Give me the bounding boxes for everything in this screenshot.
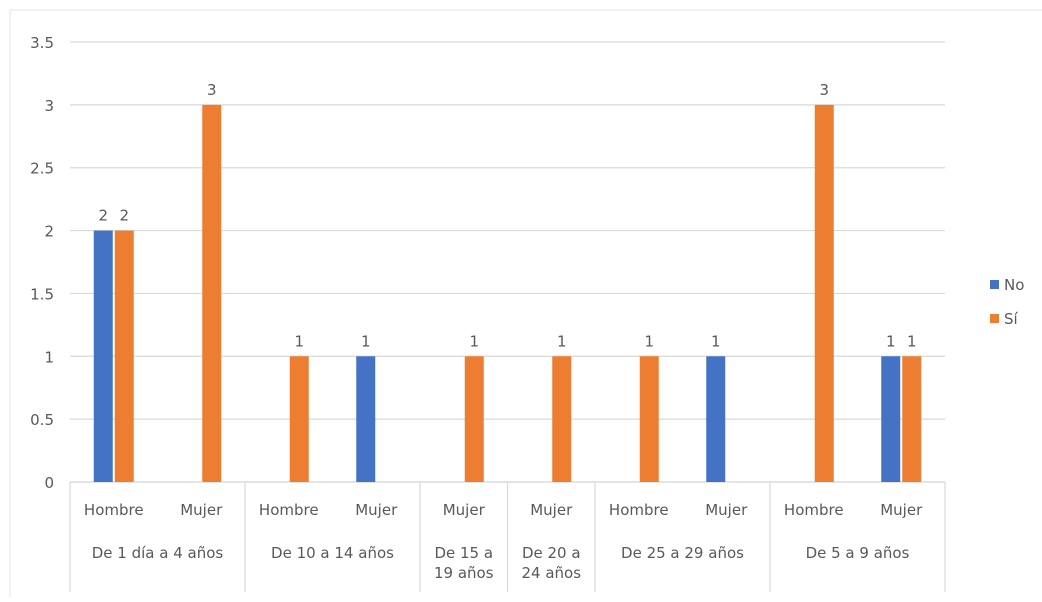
category-label: Mujer — [530, 501, 573, 519]
data-label: 1 — [886, 332, 896, 350]
category-label: Mujer — [443, 501, 486, 519]
data-label: 1 — [907, 332, 917, 350]
category-label: Hombre — [259, 501, 319, 519]
y-tick-label: 1.5 — [30, 285, 54, 303]
data-label: 1 — [644, 332, 654, 350]
y-tick-label: 1 — [44, 348, 54, 366]
y-tick-label: 0 — [44, 474, 54, 492]
data-label: 1 — [294, 332, 304, 350]
bar-si — [202, 104, 222, 482]
bar-si — [464, 356, 484, 482]
data-label: 2 — [119, 207, 129, 225]
legend-swatch-si — [990, 314, 999, 323]
bar-si — [639, 356, 659, 482]
category-label: Mujer — [705, 501, 748, 519]
group-label: De 5 a 9 años — [806, 544, 910, 562]
bar-no — [93, 230, 113, 482]
data-label: 1 — [361, 332, 371, 350]
data-label: 1 — [557, 332, 567, 350]
group-label: De 25 a 29 años — [621, 544, 744, 562]
group-label: De 15 a 19 años — [434, 544, 494, 582]
bar-si — [552, 356, 572, 482]
group-label: De 1 día a 4 años — [92, 544, 224, 562]
category-label: Hombre — [84, 501, 144, 519]
legend-label-si: Sí — [1004, 310, 1019, 328]
bar-si — [114, 230, 134, 482]
y-tick-label: 3 — [44, 97, 54, 115]
data-label: 1 — [711, 332, 721, 350]
bar-no — [706, 356, 726, 482]
data-label: 2 — [98, 207, 108, 225]
legend-label-no: No — [1004, 276, 1024, 294]
bar-no — [881, 356, 901, 482]
legend-swatch-no — [990, 280, 999, 289]
category-label: Mujer — [355, 501, 398, 519]
group-label: De 10 a 14 años — [271, 544, 394, 562]
y-tick-label: 3.5 — [30, 34, 54, 52]
bar-no — [356, 356, 376, 482]
y-tick-label: 2 — [44, 223, 54, 241]
y-tick-label: 0.5 — [30, 411, 54, 429]
group-label: De 20 a 24 años — [521, 544, 581, 582]
category-label: Hombre — [609, 501, 669, 519]
bar-si — [289, 356, 309, 482]
category-label: Hombre — [784, 501, 844, 519]
y-tick-label: 2.5 — [30, 160, 54, 178]
data-label: 1 — [469, 332, 479, 350]
bar-si — [902, 356, 922, 482]
data-label: 3 — [819, 81, 829, 99]
category-label: Mujer — [880, 501, 923, 519]
data-label: 3 — [207, 81, 217, 99]
category-label: Mujer — [180, 501, 223, 519]
bar-si — [814, 104, 834, 482]
